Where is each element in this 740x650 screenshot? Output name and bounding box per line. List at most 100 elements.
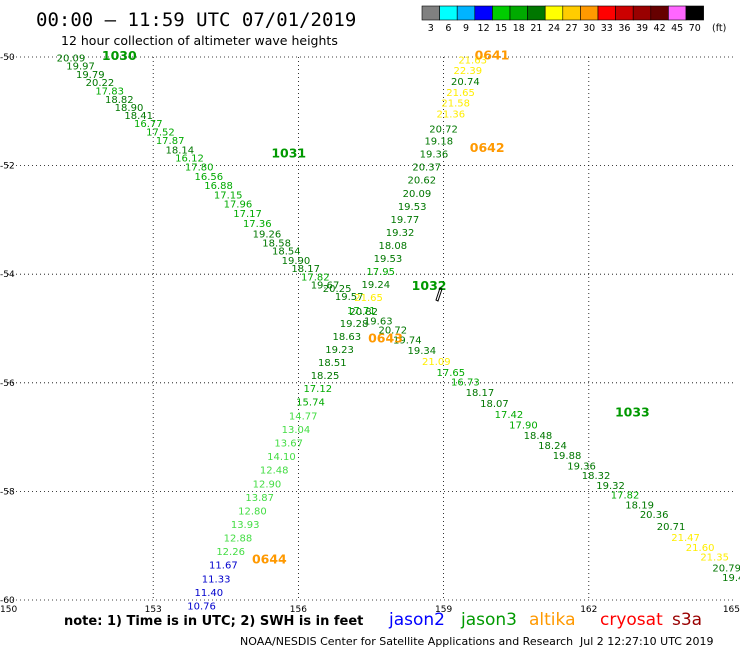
swh-point-label: 17.95 xyxy=(366,267,395,278)
swh-point-label: 14.10 xyxy=(267,452,296,463)
swh-point-label: 21.60 xyxy=(686,543,715,554)
x-tick-label: 150 xyxy=(0,605,17,615)
axis-ticks: 150 153 156 159 162 165 -50 -52 -54 -56 -58 -60 xyxy=(0,53,740,615)
swh-point-label: 21.63 xyxy=(458,56,487,67)
swh-point-label: 17.96 xyxy=(224,200,253,211)
scale-label: 45 xyxy=(671,23,683,34)
swh-point-label: 16.88 xyxy=(204,181,233,192)
chart-title: 00:00 – 11:59 UTC 07/01/2019 xyxy=(36,9,356,31)
swh-point-label: 20.71 xyxy=(657,522,686,533)
footer-timestamp: Jul 2 12:27:10 UTC 2019 xyxy=(579,635,713,648)
swh-point-label: 19.32 xyxy=(596,481,625,492)
satellite-legend: jason2 jason3 altika cryosat s3a xyxy=(388,610,702,630)
scale-label: 33 xyxy=(601,23,613,34)
swh-point-label: 20.36 xyxy=(640,510,669,521)
scale-label: 39 xyxy=(636,23,648,34)
scale-label: 12 xyxy=(478,23,490,34)
color-scale-legend: 3 6 9 12 15 18 21 24 27 30 33 36 39 42 45 70 xyxy=(421,5,704,34)
swh-point-label: 19.88 xyxy=(553,451,582,462)
scale-swatch xyxy=(474,5,493,21)
scale-swatch xyxy=(456,5,476,21)
x-tick-label: 153 xyxy=(145,605,162,615)
swh-point-label: 18.63 xyxy=(332,332,361,343)
y-tick-label: -58 xyxy=(0,487,15,497)
swh-point-label: 19.36 xyxy=(420,150,449,161)
swh-point-label: 12.90 xyxy=(253,479,282,490)
swh-point-label: 21.36 xyxy=(437,109,466,120)
swh-point-label: 12.48 xyxy=(260,466,289,477)
swh-point-label: 13.67 xyxy=(274,439,303,450)
scale-label: 18 xyxy=(513,23,525,34)
swh-point-label: 19.53 xyxy=(374,254,403,265)
swh-point-label: 17.71 xyxy=(347,306,376,317)
swh-point-label: 17.82 xyxy=(301,272,330,283)
swh-point-label: 17.87 xyxy=(156,136,185,147)
scale-label: 24 xyxy=(548,23,560,34)
swh-point-label: 18.51 xyxy=(318,358,347,369)
plot-grid xyxy=(8,56,734,601)
swh-point-label: 17.65 xyxy=(437,368,466,379)
rev-label: 0641 xyxy=(475,47,510,62)
y-tick-label: -60 xyxy=(0,596,15,606)
swh-point-label: 11.33 xyxy=(202,574,231,585)
swh-point-label: 17.90 xyxy=(509,421,538,432)
scale-label: 9 xyxy=(463,23,469,34)
scale-swatch xyxy=(527,5,546,21)
swh-point-label: 17.52 xyxy=(146,127,175,138)
rev-label: 1031 xyxy=(271,146,306,161)
swh-point-label: 11.40 xyxy=(195,588,224,599)
track-marker-icon xyxy=(435,287,443,302)
swh-point-label: 17.82 xyxy=(611,491,640,502)
rev-label: 1030 xyxy=(102,48,137,63)
swh-point-label: 16.73 xyxy=(451,378,480,389)
scale-swatch xyxy=(492,5,511,21)
x-tick-label: 156 xyxy=(290,605,307,615)
swh-point-label: 22.39 xyxy=(453,66,482,77)
scale-swatch xyxy=(562,5,581,21)
footer-note: note: 1) Time is in UTC; 2) SWH is in fe… xyxy=(64,614,363,629)
scale-label: 70 xyxy=(689,23,701,34)
scale-swatch xyxy=(544,5,564,21)
scale-swatch xyxy=(580,5,599,21)
swh-point-label: 20.82 xyxy=(349,307,378,318)
scale-label: 21 xyxy=(530,23,542,34)
satellite-name: cryosat xyxy=(600,610,663,630)
x-tick-label: 165 xyxy=(723,605,740,615)
swh-point-label: 21.65 xyxy=(446,88,475,99)
swh-point-label: 20.72 xyxy=(378,326,407,337)
swh-point-label: 21.09 xyxy=(422,357,451,368)
swh-point-label: 20.74 xyxy=(451,77,480,88)
scale-label: 6 xyxy=(445,23,451,34)
swh-point-label: 19.90 xyxy=(282,256,311,267)
swh-point-label: 12.26 xyxy=(216,547,245,558)
swh-point-label: 15.74 xyxy=(296,397,325,408)
swh-point-label: 18.08 xyxy=(378,241,407,252)
swh-point-label: 19.79 xyxy=(76,70,105,81)
footer-credit: NOAA/NESDIS Center for Satellite Applica… xyxy=(240,635,573,648)
scale-swatch xyxy=(439,5,458,21)
swh-point-label: 20.22 xyxy=(86,78,115,89)
swh-point-label: 18.14 xyxy=(165,145,194,156)
scale-label: 3 xyxy=(428,23,434,34)
swh-point-label: 18.90 xyxy=(115,103,144,114)
scale-label: 30 xyxy=(583,23,595,34)
scale-swatch xyxy=(685,5,704,21)
y-tick-label: -54 xyxy=(0,270,15,280)
swh-point-label: 12.80 xyxy=(238,506,267,517)
scale-label: 42 xyxy=(654,23,666,34)
chart-subtitle: 12 hour collection of altimeter wave hei… xyxy=(61,33,338,48)
swh-point-label: 20.37 xyxy=(412,163,441,174)
y-tick-label: -50 xyxy=(0,53,15,63)
scale-swatch xyxy=(632,5,652,21)
swh-point-label: 17.17 xyxy=(233,209,262,220)
satellite-name: jason3 xyxy=(460,610,517,630)
swh-point-label: 21.35 xyxy=(700,553,729,564)
y-tick-label: -52 xyxy=(0,162,15,172)
scale-swatch xyxy=(509,5,528,21)
scale-swatch xyxy=(668,5,687,21)
swh-point-label: 13.93 xyxy=(231,520,260,531)
swh-point-label: 21.65 xyxy=(354,293,383,304)
swh-point-label: 13.87 xyxy=(245,493,274,504)
swh-point-label: 18.82 xyxy=(105,95,134,106)
